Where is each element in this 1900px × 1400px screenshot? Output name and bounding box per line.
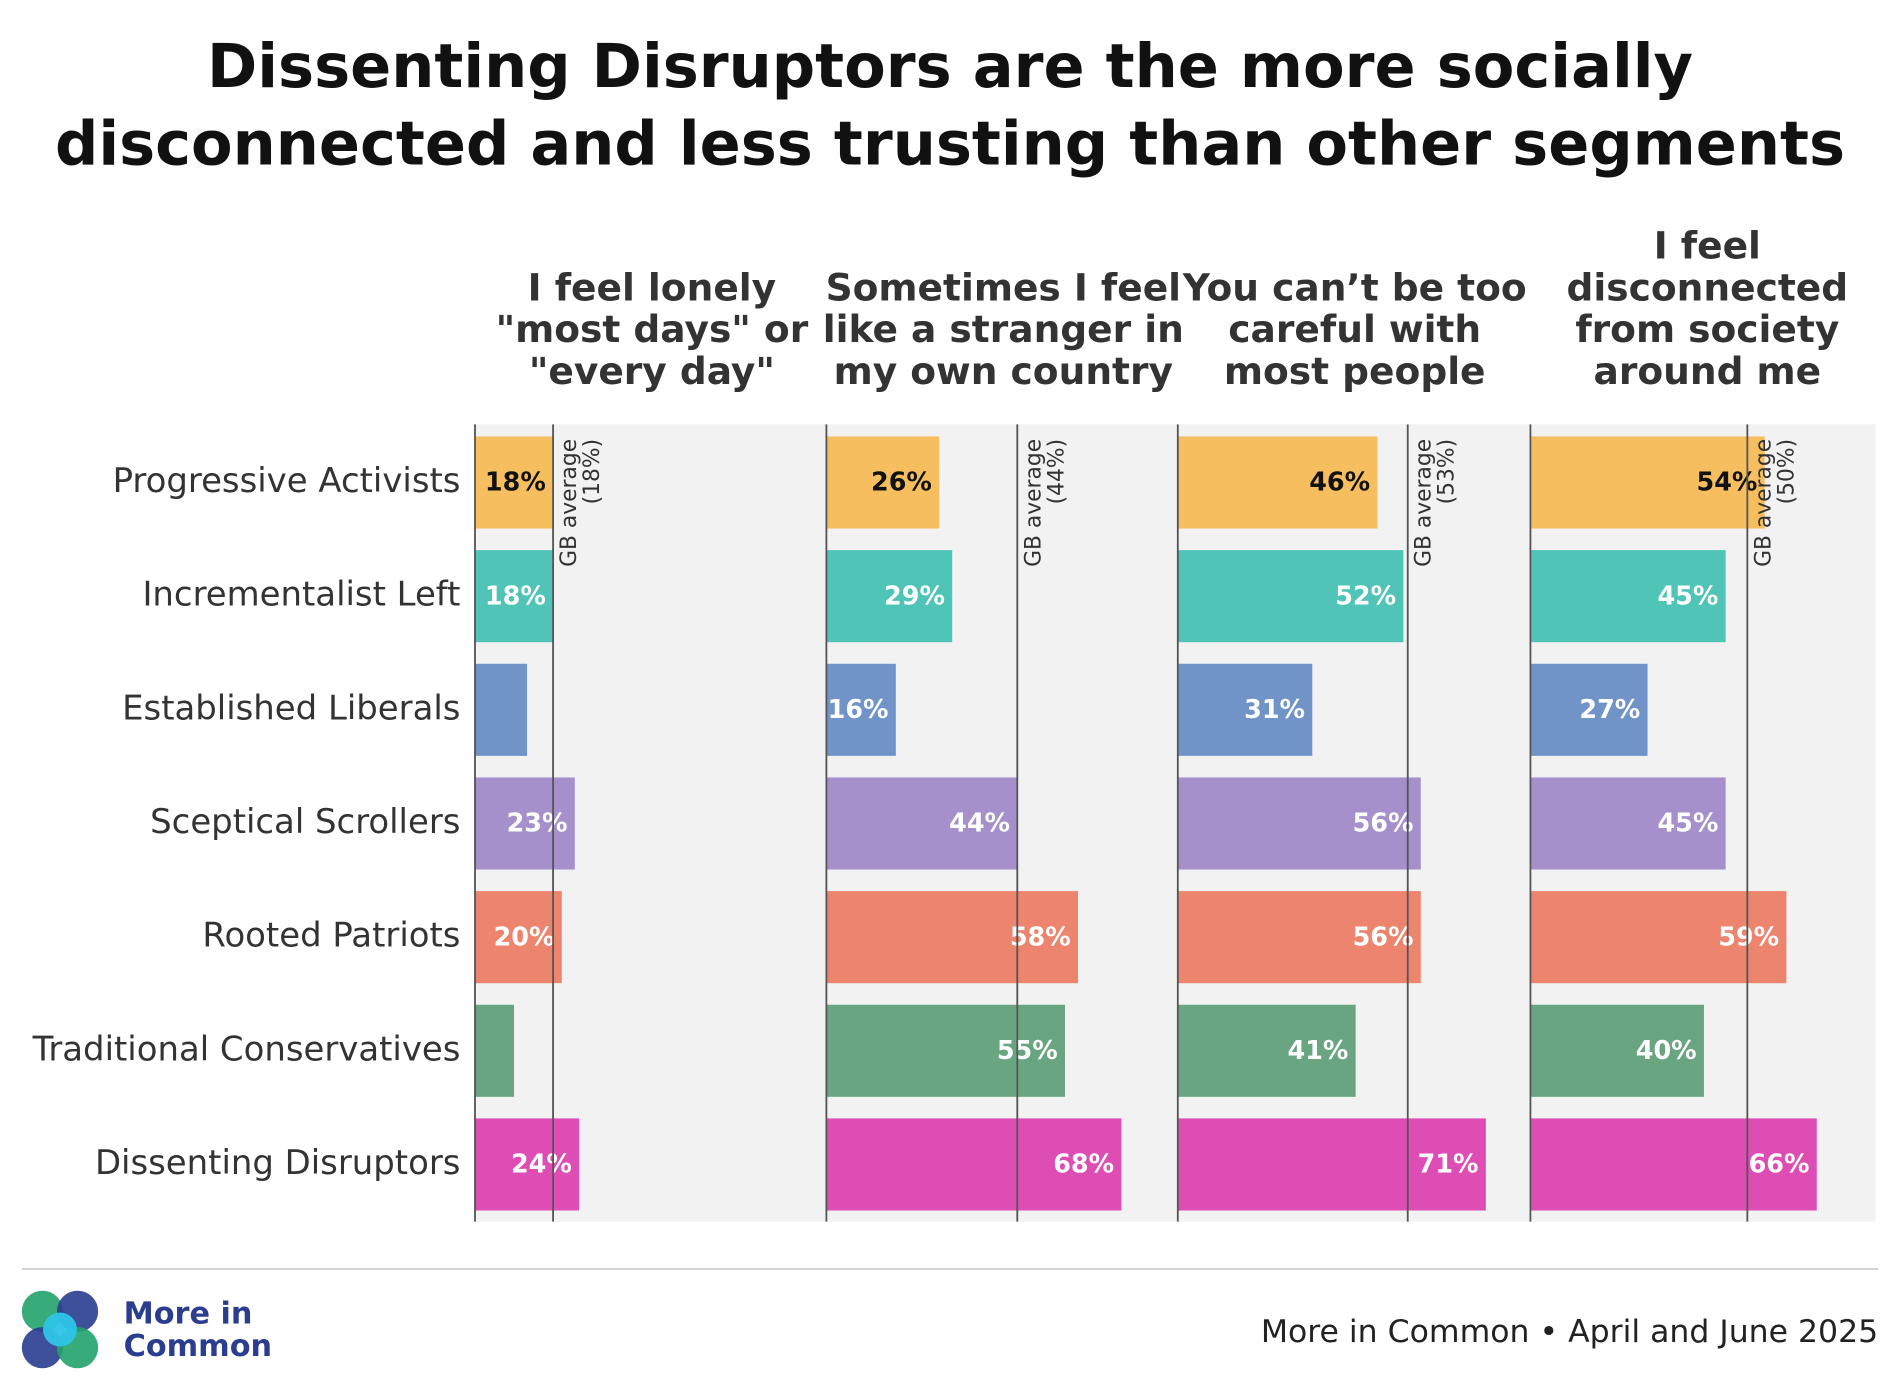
bar [1177, 1118, 1486, 1211]
bar [1530, 436, 1765, 529]
bar [1530, 663, 1648, 756]
bar [826, 550, 953, 643]
chart-title: disconnected and less trusting than othe… [55, 110, 1845, 180]
bar [1177, 1004, 1356, 1097]
value-label: 56% [1353, 921, 1414, 951]
bar [475, 777, 575, 870]
value-label: 58% [1010, 921, 1071, 951]
bar [475, 891, 562, 984]
value-label: 40% [1636, 1035, 1697, 1065]
panel-title: careful with [1228, 307, 1481, 351]
bar [826, 1118, 1122, 1211]
category-label: Traditional Conservatives [32, 1029, 461, 1068]
value-label: 45% [1657, 808, 1718, 838]
category-label: Progressive Activists [113, 461, 461, 500]
category-label: Dissenting Disruptors [95, 1143, 461, 1182]
value-label: 55% [997, 1035, 1058, 1065]
value-label: 27% [1579, 694, 1640, 724]
bar [475, 1004, 515, 1097]
reference-label: GB average [1751, 439, 1776, 567]
value-label: 41% [1288, 1035, 1349, 1065]
panel-title: You can’t be too [1182, 265, 1527, 309]
bar [475, 1118, 580, 1211]
bar [1177, 663, 1313, 756]
value-label: 24% [511, 1149, 572, 1179]
value-label: 66% [1749, 1149, 1810, 1179]
bar [1177, 891, 1421, 984]
reference-label: GB average [557, 439, 582, 567]
value-label: 18% [485, 580, 546, 610]
bar [1177, 777, 1421, 870]
panel-title: "every day" [529, 349, 775, 393]
value-label: 54% [1697, 467, 1758, 497]
panel-title: most people [1224, 349, 1486, 393]
panel-title: Sometimes I feel [826, 265, 1181, 309]
bar [475, 663, 528, 756]
value-label: 29% [884, 580, 945, 610]
bar [826, 1004, 1066, 1097]
value-label: 18% [485, 467, 546, 497]
bar [1177, 436, 1378, 529]
category-label: Incrementalist Left [142, 575, 460, 614]
value-label: 68% [1053, 1149, 1114, 1179]
value-label: 59% [1718, 921, 1779, 951]
category-label: Rooted Patriots [202, 916, 460, 955]
bar [826, 891, 1079, 984]
value-label: 26% [871, 467, 932, 497]
value-label: 20% [494, 921, 555, 951]
panel-title: I feel [1654, 224, 1761, 268]
value-label: 31% [1244, 694, 1305, 724]
value-label: 71% [1418, 1149, 1479, 1179]
value-label: 44% [949, 808, 1010, 838]
panel-title: disconnected [1567, 265, 1849, 309]
value-label: 45% [1657, 580, 1718, 610]
category-label: Sceptical Scrollers [150, 802, 460, 841]
chart-title: Dissenting Disruptors are the more socia… [207, 32, 1693, 102]
logo-text: Common [124, 1329, 272, 1364]
bar [1530, 550, 1726, 643]
bar [1530, 777, 1726, 870]
value-label: 23% [507, 808, 568, 838]
reference-label: (53%) [1435, 439, 1460, 504]
category-label: Established Liberals [122, 688, 460, 727]
reference-label: (44%) [1044, 439, 1069, 504]
panel-title: I feel lonely [528, 265, 776, 309]
panel-title: around me [1594, 349, 1822, 393]
logo-text: More in [124, 1296, 253, 1331]
bar [1530, 891, 1787, 984]
bar [826, 777, 1018, 870]
bar [475, 436, 554, 529]
reference-label: GB average [1021, 439, 1046, 567]
reference-label: (18%) [580, 439, 605, 504]
panel-title: like a stranger in [823, 307, 1184, 351]
source: More in Common • April and June 2025 [1261, 1314, 1878, 1350]
panel-title: my own country [834, 349, 1173, 393]
value-label: 56% [1353, 808, 1414, 838]
value-label: 52% [1335, 580, 1396, 610]
reference-label: (50%) [1774, 439, 1799, 504]
panel-title: "most days" or [496, 307, 809, 351]
bar [1530, 1004, 1704, 1097]
bar [826, 436, 940, 529]
panel-title: from society [1575, 307, 1839, 351]
value-label: 16% [828, 694, 889, 724]
value-label: 46% [1309, 467, 1370, 497]
bar [1530, 1118, 1817, 1211]
logo-mark [21, 1290, 99, 1369]
bar [475, 550, 554, 643]
bar [826, 663, 896, 756]
bar [1177, 550, 1404, 643]
reference-label: GB average [1412, 439, 1437, 567]
